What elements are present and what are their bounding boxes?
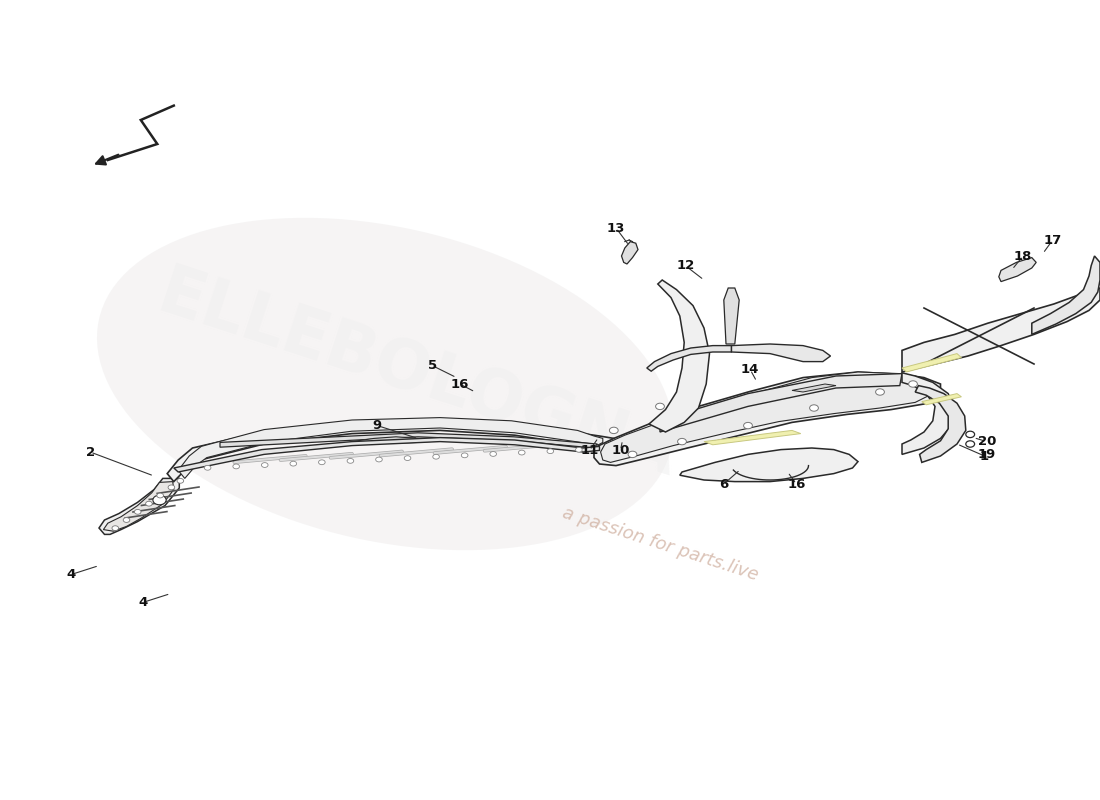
Circle shape <box>909 381 917 387</box>
Text: 5: 5 <box>428 359 437 372</box>
Polygon shape <box>902 373 955 454</box>
Polygon shape <box>902 288 1100 372</box>
Circle shape <box>461 453 468 458</box>
Circle shape <box>432 454 439 459</box>
Text: 1: 1 <box>980 450 989 462</box>
Text: 19: 19 <box>978 448 996 461</box>
Polygon shape <box>680 448 858 482</box>
Circle shape <box>233 464 240 469</box>
Polygon shape <box>647 346 732 371</box>
Circle shape <box>262 462 268 467</box>
Circle shape <box>628 451 637 458</box>
Circle shape <box>678 438 686 445</box>
Circle shape <box>609 427 618 434</box>
Text: 12: 12 <box>676 259 694 272</box>
Circle shape <box>966 431 975 438</box>
Text: 11: 11 <box>581 444 598 457</box>
Circle shape <box>290 462 297 466</box>
Polygon shape <box>732 344 830 362</box>
Polygon shape <box>352 437 440 443</box>
Text: 4: 4 <box>139 596 147 609</box>
Polygon shape <box>621 242 638 264</box>
Polygon shape <box>178 418 603 478</box>
Ellipse shape <box>97 218 673 550</box>
Circle shape <box>168 485 175 490</box>
Polygon shape <box>220 433 597 448</box>
Text: 6: 6 <box>719 478 728 490</box>
Circle shape <box>404 456 410 461</box>
Circle shape <box>348 458 354 463</box>
Circle shape <box>157 493 164 498</box>
Polygon shape <box>1032 256 1100 334</box>
Text: 13: 13 <box>607 222 625 234</box>
Polygon shape <box>915 386 966 462</box>
Polygon shape <box>902 354 961 372</box>
Circle shape <box>153 495 166 505</box>
Circle shape <box>518 450 525 455</box>
Text: 2: 2 <box>86 446 95 458</box>
Circle shape <box>134 510 141 514</box>
Polygon shape <box>660 374 902 432</box>
Polygon shape <box>594 372 940 466</box>
Polygon shape <box>601 372 933 462</box>
Polygon shape <box>792 384 836 392</box>
Circle shape <box>810 405 818 411</box>
Polygon shape <box>704 430 801 445</box>
Polygon shape <box>174 438 600 472</box>
Text: 10: 10 <box>612 444 629 457</box>
Text: 18: 18 <box>1014 250 1032 262</box>
Text: 16: 16 <box>788 478 805 490</box>
Circle shape <box>966 441 975 447</box>
Circle shape <box>376 457 383 462</box>
Circle shape <box>744 422 752 429</box>
Circle shape <box>319 460 326 465</box>
Polygon shape <box>922 394 961 405</box>
Polygon shape <box>724 288 739 344</box>
Text: a passion for parts.live: a passion for parts.live <box>560 504 760 584</box>
Text: 9: 9 <box>373 419 382 432</box>
Circle shape <box>145 502 152 506</box>
Circle shape <box>205 466 211 470</box>
Circle shape <box>876 389 884 395</box>
Text: 20: 20 <box>978 435 996 448</box>
Circle shape <box>490 451 496 456</box>
Circle shape <box>656 403 664 410</box>
Polygon shape <box>649 280 710 432</box>
Circle shape <box>123 518 130 522</box>
Text: 17: 17 <box>1044 234 1061 246</box>
Circle shape <box>177 478 184 483</box>
Circle shape <box>575 447 582 452</box>
Polygon shape <box>103 482 174 531</box>
Circle shape <box>547 449 553 454</box>
Text: 14: 14 <box>741 363 759 376</box>
Circle shape <box>112 526 119 530</box>
Polygon shape <box>99 478 179 534</box>
Text: 4: 4 <box>67 568 76 581</box>
Text: 16: 16 <box>451 378 469 390</box>
Polygon shape <box>167 420 614 482</box>
Text: ELLEBOLOGNA: ELLEBOLOGNA <box>150 261 686 491</box>
Polygon shape <box>999 258 1036 282</box>
